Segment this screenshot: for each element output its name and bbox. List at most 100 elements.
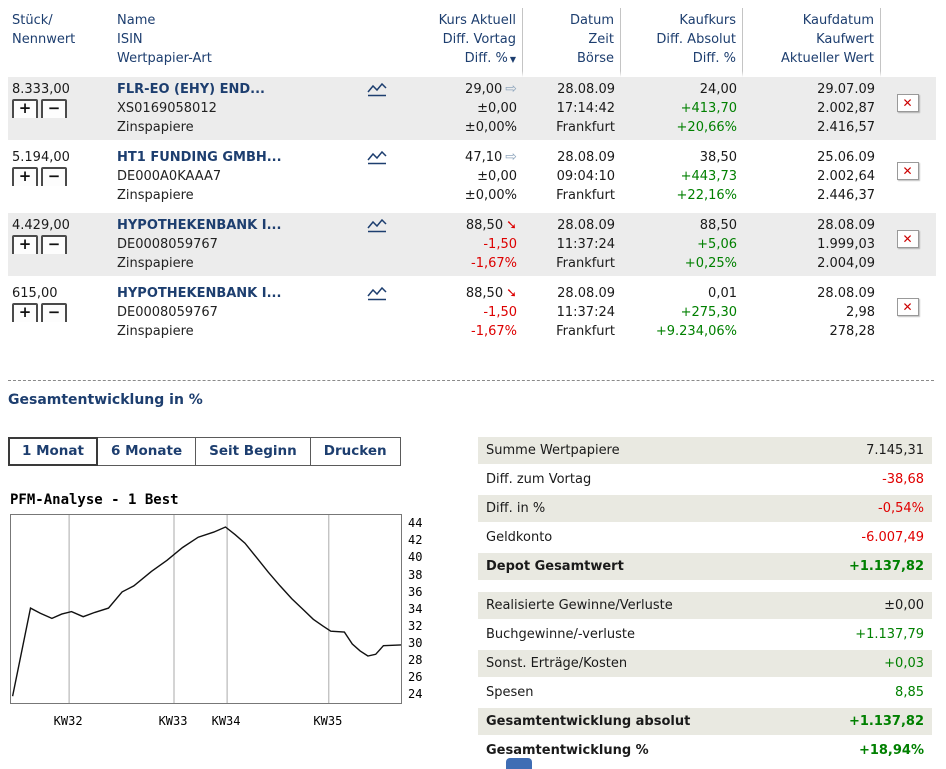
summary-value: -38,68 (882, 472, 924, 487)
kaufdatum-value: 28.08.09 (817, 286, 875, 301)
header-line: Zeit (588, 32, 614, 47)
y-tick-label: 30 (408, 635, 423, 650)
summary-label: Depot Gesamtwert (486, 559, 624, 574)
summary-row: Spesen 8,85 (478, 679, 932, 706)
datum-value: 28.08.09 (557, 150, 615, 165)
chart-icon[interactable] (367, 218, 387, 237)
increase-position-button[interactable]: + (12, 167, 38, 186)
summary-label: Gesamtentwicklung % (486, 743, 649, 758)
diff-vortag-value: ±0,00 (477, 101, 517, 116)
security-type: Zinspapiere (117, 188, 194, 203)
isin-value: DE0008059767 (117, 237, 218, 252)
tab-1-monat[interactable]: 1 Monat (8, 437, 98, 466)
kaufwert-value: 1.999,03 (817, 237, 875, 252)
pfm-chart-plot (10, 514, 402, 704)
header-line: Kaufwert (816, 32, 874, 47)
security-type: Zinspapiere (117, 120, 194, 135)
increase-position-button[interactable]: + (12, 303, 38, 322)
datum-value: 28.08.09 (557, 286, 615, 301)
diff-vortag-percent: ±0,00% (464, 188, 517, 203)
summary-row: Gesamtentwicklung absolut +1.137,82 (478, 708, 932, 735)
header-line: Stück/ (12, 13, 53, 28)
quantity-value: 615,00 (12, 286, 58, 301)
pfm-chart-xlabels: KW32 KW33 KW34 KW35 (10, 714, 400, 732)
table-row: 4.429,00 + − HYPOTHEKENBANK I... DE000805… (8, 213, 936, 281)
kaufkurs-value: 38,50 (699, 150, 737, 165)
zeit-value: 17:14:42 (556, 101, 615, 116)
column-header-stueck-nennwert[interactable]: Stück/ Nennwert (8, 8, 113, 77)
aktueller-wert-value: 2.446,37 (817, 188, 875, 203)
partial-bottom-element[interactable] (506, 758, 532, 769)
column-header-actions (881, 8, 936, 77)
security-name-link[interactable]: HYPOTHEKENBANK I... (117, 286, 282, 301)
isin-value: DE0008059767 (117, 305, 218, 320)
column-header-kurs[interactable]: Kurs Aktuell Diff. Vortag Diff. % ▼ (401, 8, 523, 77)
aktueller-wert-value: 2.004,09 (817, 256, 875, 271)
delete-button[interactable]: ✕ (896, 94, 919, 112)
period-tabs: 1 Monat 6 Monate Seit Beginn Drucken (8, 437, 401, 466)
increase-position-button[interactable]: + (12, 99, 38, 118)
y-tick-label: 34 (408, 601, 423, 616)
summary-row: Diff. zum Vortag -38,68 (478, 466, 932, 493)
increase-position-button[interactable]: + (12, 235, 38, 254)
delete-button[interactable]: ✕ (896, 162, 919, 180)
header-line: Kaufdatum (802, 13, 874, 28)
summary-value: +1.137,79 (855, 627, 924, 642)
header-line (12, 49, 107, 68)
diff-absolut-value: +413,70 (680, 101, 737, 116)
security-name-link[interactable]: HYPOTHEKENBANK I... (117, 218, 282, 233)
x-tick-label: KW33 (158, 714, 188, 728)
quantity-value: 4.429,00 (12, 218, 70, 233)
table-row: 615,00 + − HYPOTHEKENBANK I... DE00080597… (8, 281, 936, 349)
security-type: Zinspapiere (117, 256, 194, 271)
column-header-kaufkurs[interactable]: Kaufkurs Diff. Absolut Diff. % (621, 8, 743, 77)
security-name-link[interactable]: HT1 FUNDING GMBH... (117, 150, 282, 165)
kaufwert-value: 2,98 (846, 305, 875, 320)
tab-6-monate[interactable]: 6 Monate (97, 437, 197, 466)
summary-label: Sonst. Erträge/Kosten (486, 656, 628, 671)
y-tick-label: 26 (408, 670, 423, 685)
zeit-value: 09:04:10 (556, 169, 615, 184)
chart-icon[interactable] (367, 286, 387, 305)
chart-title: PFM-Analyse - 1 Best (10, 492, 179, 508)
datum-value: 28.08.09 (557, 218, 615, 233)
summary-value: 8,85 (895, 685, 924, 700)
summary-label: Buchgewinne/-verluste (486, 627, 635, 642)
x-tick-label: KW32 (53, 714, 83, 728)
y-tick-label: 44 (408, 516, 423, 531)
delete-button[interactable]: ✕ (896, 298, 919, 316)
column-header-kaufdatum[interactable]: Kaufdatum Kaufwert Aktueller Wert (743, 8, 881, 77)
tab-seit-beginn[interactable]: Seit Beginn (196, 437, 311, 466)
kurs-value: 88,50 (465, 218, 504, 233)
chart-icon[interactable] (367, 82, 387, 101)
boerse-value: Frankfurt (556, 188, 615, 203)
pfm-chart: 44 42 40 38 36 34 32 30 28 26 24 KW32 KW33 KW34 KW35 (10, 514, 460, 744)
chart-icon[interactable] (367, 150, 387, 169)
diff-vortag-percent: ±0,00% (464, 120, 517, 135)
summary-panel: Summe Wertpapiere 7.145,31 Diff. zum Vor… (478, 437, 932, 766)
column-header-name[interactable]: Name ISIN Wertpapier-Art (113, 8, 363, 77)
y-tick-label: 28 (408, 652, 423, 667)
security-name-link[interactable]: FLR-EO (EHY) END... (117, 82, 265, 97)
summary-value: +18,94% (858, 743, 924, 758)
header-line: Name (117, 13, 156, 28)
summary-row: Geldkonto -6.007,49 (478, 524, 932, 551)
aktueller-wert-value: 278,28 (829, 324, 876, 339)
y-tick-label: 38 (408, 567, 423, 582)
column-header-datum[interactable]: Datum Zeit Börse (523, 8, 621, 77)
decrease-position-button[interactable]: − (41, 303, 67, 322)
diff-vortag-percent: -1,67% (471, 324, 517, 339)
decrease-position-button[interactable]: − (41, 167, 67, 186)
diff-absolut-percent: +0,25% (684, 256, 737, 271)
delete-button[interactable]: ✕ (896, 230, 919, 248)
boerse-value: Frankfurt (556, 256, 615, 271)
aktueller-wert-value: 2.416,57 (817, 120, 875, 135)
table-row: 5.194,00 + − HT1 FUNDING GMBH... DE000A0K… (8, 145, 936, 213)
y-tick-label: 42 (408, 533, 423, 548)
diff-vortag-value: ±0,00 (477, 169, 517, 184)
header-line: Kaufkurs (679, 13, 736, 28)
summary-label: Diff. zum Vortag (486, 472, 592, 487)
decrease-position-button[interactable]: − (41, 99, 67, 118)
tab-drucken[interactable]: Drucken (310, 437, 401, 466)
decrease-position-button[interactable]: − (41, 235, 67, 254)
